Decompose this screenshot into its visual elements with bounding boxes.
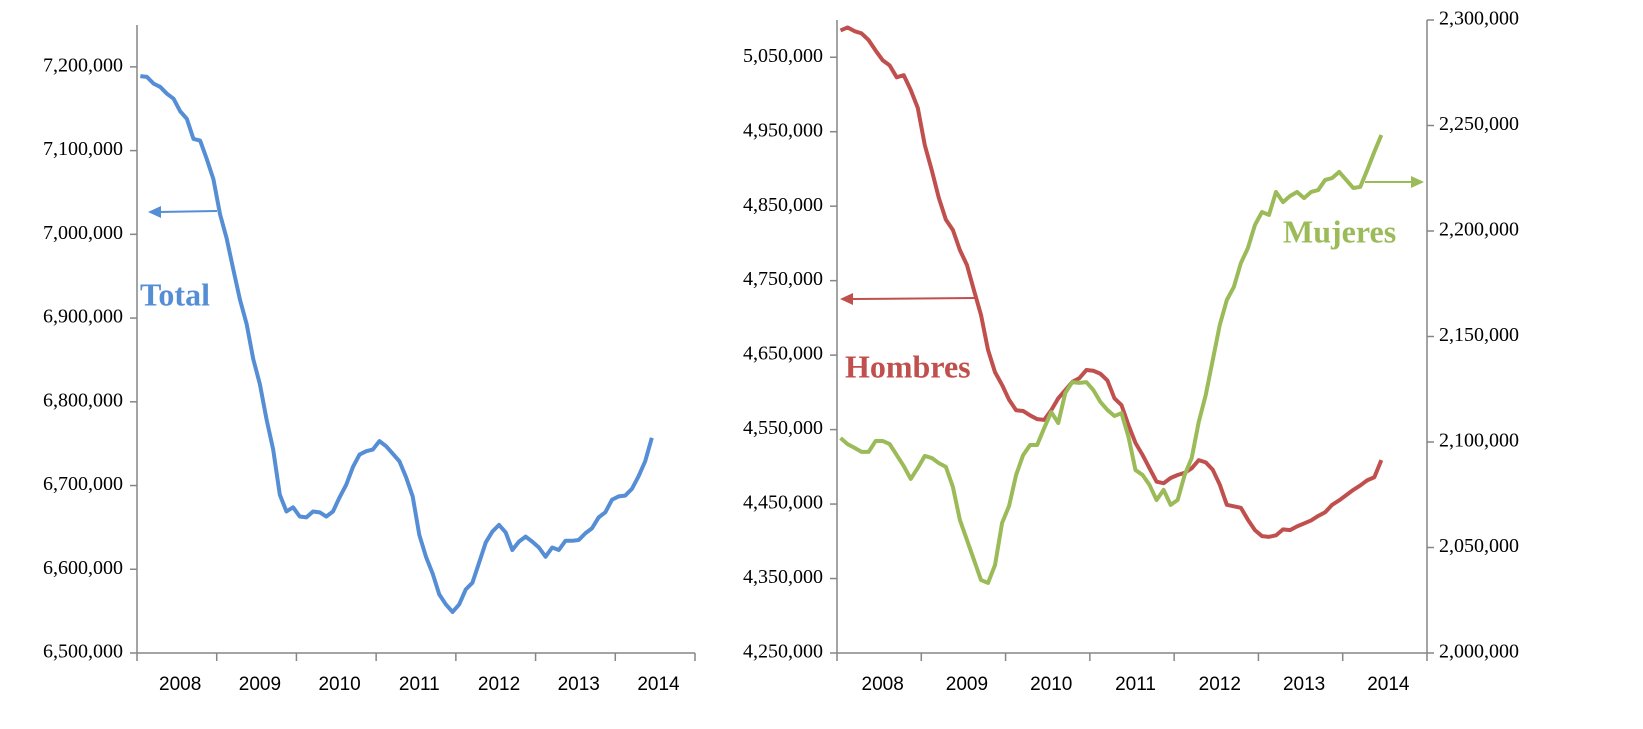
x-tick-label: 2008	[159, 674, 201, 695]
y-tick-label: 6,600,000	[43, 557, 123, 579]
x-tick-label: 2014	[637, 674, 680, 695]
x-tick-label: 2011	[1115, 674, 1156, 695]
y2-tick-label: 2,100,000	[1439, 430, 1519, 452]
y-tick-label: 6,700,000	[43, 473, 123, 495]
y-tick-label: 6,800,000	[43, 389, 123, 411]
series-line	[140, 74, 654, 614]
arrow-head	[1411, 176, 1424, 188]
y2-tick-label: 2,000,000	[1439, 641, 1519, 663]
series-label: Hombres	[845, 348, 971, 384]
series-label: Total	[140, 276, 210, 312]
arrow-head	[840, 293, 853, 305]
y-tick-label: 4,950,000	[743, 119, 823, 141]
annotation-arrow	[157, 210, 218, 213]
y-tick-label: 4,550,000	[743, 417, 823, 439]
x-tick-label: 2012	[478, 674, 520, 695]
x-tick-label: 2010	[318, 674, 360, 695]
y2-tick-label: 2,200,000	[1439, 219, 1519, 241]
y2-tick-label: 2,150,000	[1439, 324, 1519, 346]
y2-tick-label: 2,050,000	[1439, 535, 1519, 557]
y-tick-label: 6,500,000	[43, 641, 123, 663]
series-line	[839, 25, 1384, 539]
x-tick-label: 2010	[1030, 674, 1072, 695]
x-tick-label: 2013	[558, 674, 600, 695]
x-tick-label: 2009	[946, 674, 988, 695]
y-tick-label: 7,000,000	[43, 222, 123, 244]
arrow-head	[148, 206, 161, 218]
y-tick-label: 5,050,000	[743, 45, 823, 67]
y-tick-label: 4,750,000	[743, 268, 823, 290]
series-label: Mujeres	[1283, 213, 1396, 249]
plot-area: 6,500,000 6,600,000 6,700,000 6,800,000 6,90…	[43, 8, 1519, 695]
y-tick-label: 7,100,000	[43, 138, 123, 160]
x-tick-label: 2014	[1367, 674, 1410, 695]
y-tick-label: 4,450,000	[743, 492, 823, 514]
annotation-arrow	[851, 297, 976, 300]
y-tick-label: 4,850,000	[743, 194, 823, 216]
y-tick-label: 7,200,000	[43, 54, 123, 76]
y-tick-label: 4,650,000	[743, 343, 823, 365]
y-tick-label: 6,900,000	[43, 306, 123, 328]
series-line	[839, 134, 1384, 585]
x-tick-label: 2008	[862, 674, 904, 695]
y-tick-label: 4,250,000	[743, 641, 823, 663]
x-tick-label: 2011	[399, 674, 440, 695]
x-tick-label: 2012	[1199, 674, 1241, 695]
x-tick-label: 2013	[1283, 674, 1325, 695]
y2-tick-label: 2,300,000	[1439, 8, 1519, 30]
y-tick-label: 4,350,000	[743, 566, 823, 588]
y2-tick-label: 2,250,000	[1439, 113, 1519, 135]
x-tick-label: 2009	[239, 674, 281, 695]
